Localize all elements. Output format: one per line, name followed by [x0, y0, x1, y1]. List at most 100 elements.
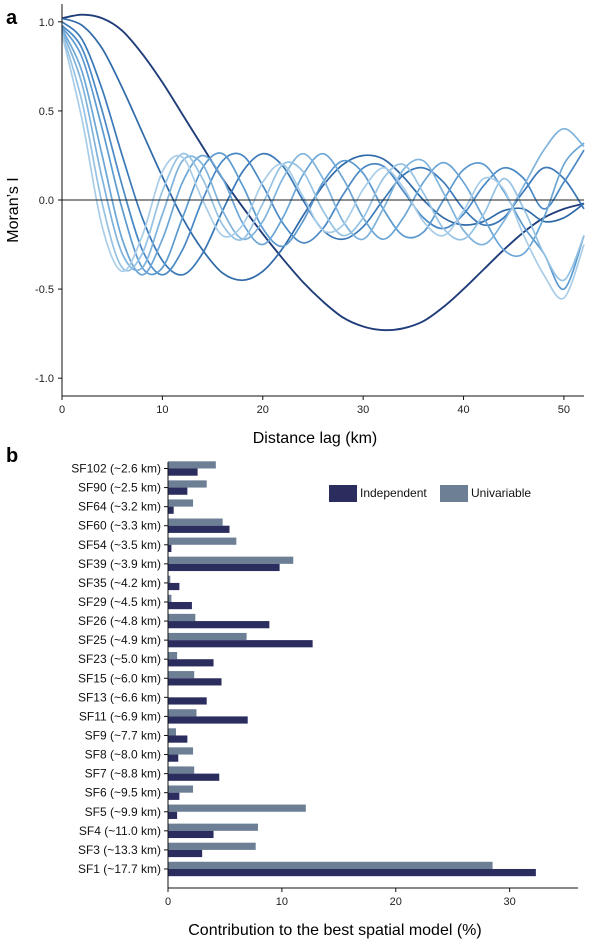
- category-label: SF90 (~2.5 km): [78, 481, 161, 495]
- panel-b-legend: Independent Univariable: [329, 485, 531, 502]
- bar-independent: [168, 849, 203, 858]
- panel-b-bars: [168, 461, 536, 877]
- category-label: SF35 (~4.2 km): [78, 576, 161, 590]
- x-tick-label: 20: [390, 896, 402, 908]
- bar-univariable: [168, 575, 171, 583]
- bar-independent: [168, 506, 174, 514]
- bar-univariable: [168, 613, 196, 622]
- panel-a-letter: a: [6, 7, 18, 29]
- bar-independent: [168, 659, 214, 667]
- x-tick-label: 30: [504, 896, 516, 908]
- x-tick-label: 10: [276, 896, 288, 908]
- x-tick-label: 10: [156, 404, 168, 416]
- bar-univariable: [168, 728, 176, 736]
- bar-independent: [168, 621, 270, 629]
- bar-univariable: [168, 861, 493, 869]
- bar-independent: [168, 811, 178, 819]
- category-label: SF23 (~5.0 km): [78, 652, 161, 666]
- panel-b-x-axis-label: Contribution to the best spatial model (…: [188, 922, 481, 939]
- x-tick-label: 0: [165, 896, 171, 908]
- panel-a-y-axis-label: Moran’s I: [5, 177, 22, 243]
- bar-univariable: [168, 671, 195, 679]
- category-label: SF15 (~6.0 km): [78, 671, 161, 685]
- bar-independent: [168, 525, 230, 533]
- x-tick-label: 30: [357, 404, 369, 416]
- bar-univariable: [168, 461, 216, 469]
- moran-series-line-6: [61, 28, 585, 276]
- legend-label-univariable: Univariable: [471, 486, 531, 500]
- y-tick-label: 1.0: [39, 17, 54, 29]
- bar-univariable: [168, 480, 207, 488]
- category-label: SF54 (~3.5 km): [78, 538, 161, 552]
- moran-series-line-1: [61, 13, 585, 332]
- bar-univariable: [168, 804, 306, 812]
- bar-univariable: [168, 709, 197, 717]
- category-label: SF64 (~3.2 km): [78, 500, 161, 514]
- category-label: SF25 (~4.9 km): [78, 633, 161, 647]
- bar-independent: [168, 601, 192, 610]
- moran-series-line-3: [61, 21, 585, 276]
- legend-label-independent: Independent: [360, 486, 427, 500]
- bar-independent: [168, 754, 179, 762]
- x-tick-label: 50: [558, 404, 570, 416]
- bar-univariable: [168, 518, 223, 526]
- bar-independent: [168, 678, 222, 686]
- panel-a-series-lines: [61, 13, 585, 332]
- moran-series-line-7: [61, 30, 585, 272]
- bar-univariable: [168, 594, 172, 602]
- category-label: SF5 (~9.9 km): [85, 805, 161, 819]
- bar-univariable: [168, 823, 258, 831]
- y-tick-label: 0.0: [39, 195, 54, 207]
- bar-univariable: [168, 632, 247, 641]
- bar-univariable: [168, 556, 294, 564]
- bar-univariable: [168, 747, 194, 755]
- category-label: SF60 (~3.3 km): [78, 519, 161, 533]
- bar-independent: [168, 563, 280, 572]
- category-label: SF39 (~3.9 km): [78, 557, 161, 571]
- bar-independent: [168, 868, 536, 877]
- bar-univariable: [168, 766, 195, 774]
- panel-b-letter: b: [6, 445, 18, 467]
- bar-independent: [168, 544, 172, 552]
- moran-series-line-2: [61, 17, 585, 282]
- bar-independent: [168, 582, 180, 591]
- bar-independent: [168, 716, 248, 724]
- x-tick-label: 20: [257, 404, 269, 416]
- bar-univariable: [168, 537, 237, 545]
- bar-independent: [168, 640, 313, 648]
- bar-independent: [168, 468, 198, 476]
- category-label: SF7 (~8.8 km): [85, 767, 161, 781]
- panel-b-contribution-chart: b SF102 (~2.6 km) SF90 (~2.5 km) SF64 (~3.…: [6, 445, 578, 939]
- legend-swatch-independent: [329, 485, 357, 502]
- panel-b-category-labels: SF102 (~2.6 km) SF90 (~2.5 km) SF64 (~3.2 …: [71, 462, 168, 876]
- category-label: SF3 (~13.3 km): [78, 843, 161, 857]
- category-label: SF29 (~4.5 km): [78, 595, 161, 609]
- bar-independent: [168, 830, 214, 839]
- panel-a-x-ticks: 0 10 20 30 40 50: [59, 396, 570, 416]
- category-label: SF11 (~6.9 km): [79, 709, 161, 723]
- category-label: SF1 (~17.7 km): [78, 862, 161, 876]
- category-label: SF13 (~6.6 km): [78, 690, 161, 704]
- x-tick-label: 40: [457, 404, 469, 416]
- category-label: SF6 (~9.5 km): [85, 786, 161, 800]
- category-label: SF26 (~4.8 km): [78, 614, 161, 628]
- panel-a-x-axis-label: Distance lag (km): [253, 430, 377, 447]
- bar-independent: [168, 735, 188, 743]
- bar-independent: [168, 697, 207, 705]
- y-tick-label: 0.5: [39, 106, 54, 118]
- legend-swatch-univariable: [440, 485, 468, 502]
- moran-series-line-4: [61, 24, 585, 276]
- panel-a-y-ticks: -1.0 -0.5 0.0 0.5 1.0: [35, 17, 62, 385]
- category-label: SF9 (~7.7 km): [85, 728, 161, 742]
- panel-a-moran-chart: a -1.0 -0.5 0.0 0.5 1.0 0 10 20 30 40 50 Distance…: [5, 4, 585, 447]
- moran-series-line-9: [61, 34, 585, 300]
- moran-series-line-5: [61, 26, 585, 290]
- x-tick-label: 0: [59, 404, 65, 416]
- category-label: SF8 (~8.0 km): [85, 748, 161, 762]
- bar-univariable: [168, 499, 194, 507]
- bar-independent: [168, 487, 188, 495]
- bar-univariable: [168, 842, 256, 850]
- bar-independent: [168, 773, 220, 781]
- y-tick-label: -0.5: [35, 284, 54, 296]
